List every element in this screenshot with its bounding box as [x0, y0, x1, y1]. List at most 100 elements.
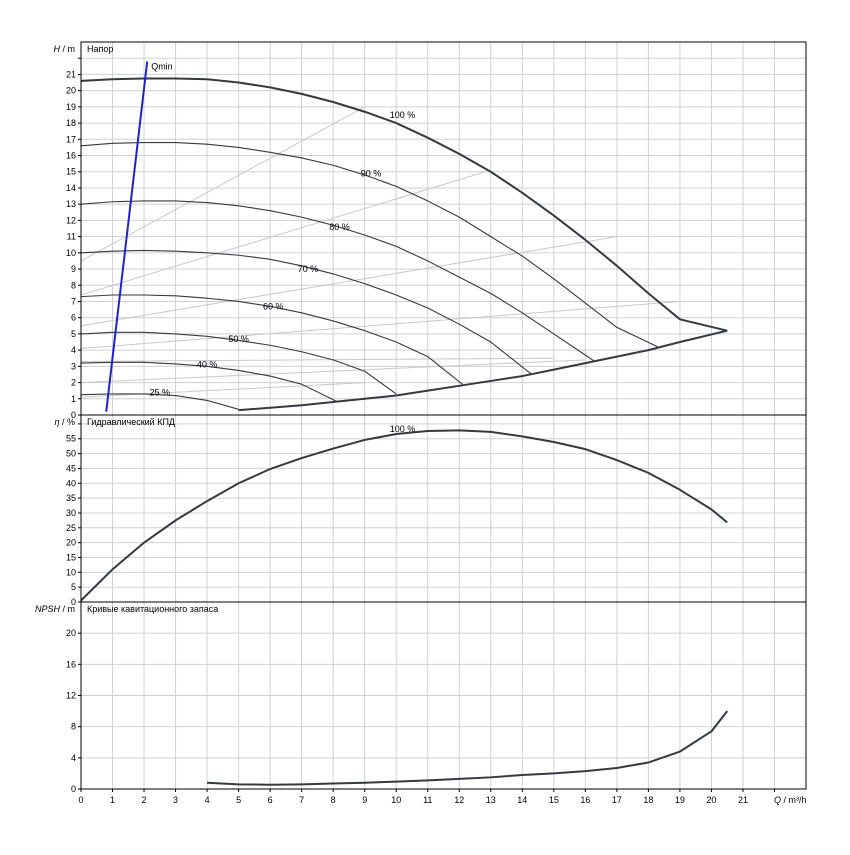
head-curve-label: 70 %	[298, 264, 319, 274]
xtick-label: 13	[486, 795, 496, 805]
xtick-label: 18	[643, 795, 653, 805]
iso-efficiency-line	[80, 169, 491, 296]
qmin-label: Qmin	[151, 61, 173, 71]
head-curve	[80, 361, 337, 402]
x-axis-unit: / m³/h	[781, 795, 807, 805]
head-curve-label: 50 %	[228, 334, 249, 344]
head-ytick-label: 1	[71, 394, 76, 404]
npsh-ylabel: NPSH / m	[35, 604, 75, 614]
x-axis-symbol: Q	[774, 795, 781, 805]
head-curve	[80, 77, 728, 332]
head-ytick-label: 4	[71, 345, 76, 355]
xtick-label: 11	[423, 795, 432, 805]
xtick-label: 3	[173, 795, 178, 805]
iso-efficiency-line	[80, 300, 680, 350]
xtick-label: 4	[205, 795, 210, 805]
efficiency-ytick-label: 40	[66, 478, 76, 488]
head-ytick-label: 8	[71, 280, 76, 290]
efficiency-curve-label: 100 %	[390, 424, 416, 434]
head-curve	[80, 200, 596, 362]
head-ytick-label: 5	[71, 329, 76, 339]
head-ytick-label: 10	[66, 248, 76, 258]
head-ytick-label: 20	[66, 86, 76, 96]
iso-efficiency-line	[80, 236, 617, 327]
head-ytick-label: 17	[66, 134, 76, 144]
head-ytick-label: 12	[66, 215, 76, 225]
npsh-ylabel-unit: / m	[60, 604, 75, 614]
head-ytick-label: 11	[67, 232, 76, 242]
efficiency-ytick-label: 25	[66, 523, 76, 533]
head-ytick-label: 0	[71, 410, 76, 420]
head-curve	[80, 331, 397, 395]
xtick-label: 17	[612, 795, 622, 805]
curve-layer	[80, 61, 728, 786]
npsh-ytick-label: 20	[66, 628, 76, 638]
head-ytick-label: 18	[66, 118, 76, 128]
npsh-ytick-label: 0	[71, 784, 76, 794]
efficiency-ylabel: η / %	[54, 417, 75, 427]
npsh-ytick-label: 4	[71, 753, 76, 763]
head-ytick-label: 19	[66, 102, 76, 112]
npsh-panel-title: Кривые кавитационного запаса	[87, 604, 218, 614]
xtick-label: 5	[236, 795, 241, 805]
efficiency-ylabel-symbol: η	[54, 417, 59, 427]
efficiency-ytick-label: 5	[71, 582, 76, 592]
xtick-label: 9	[362, 795, 367, 805]
xtick-label: 14	[517, 795, 527, 805]
npsh-curve	[207, 710, 728, 786]
head-ylabel-unit: / m	[60, 44, 75, 54]
head-ytick-label: 3	[71, 361, 76, 371]
iso-efficiency-layer	[80, 106, 680, 398]
xtick-label: 2	[142, 795, 147, 805]
head-ytick-label: 7	[71, 296, 76, 306]
head-ytick-label: 13	[66, 199, 76, 209]
head-curve-label: 40 %	[197, 360, 218, 370]
xtick-label: 1	[110, 795, 115, 805]
head-ylabel: H / m	[54, 44, 76, 54]
xtick-label: 16	[580, 795, 590, 805]
efficiency-ytick-label: 10	[66, 567, 76, 577]
xtick-label: 19	[675, 795, 685, 805]
iso-efficiency-line	[80, 106, 365, 262]
xtick-label: 0	[78, 795, 83, 805]
head-curve-label: 100 %	[390, 110, 416, 120]
head-curve	[80, 249, 533, 375]
head-curve-label: 25 %	[150, 387, 171, 397]
head-curve-label: 80 %	[329, 222, 350, 232]
efficiency-ytick-label: 50	[66, 449, 76, 459]
npsh-ylabel-symbol: NPSH	[35, 604, 61, 614]
xtick-label: 15	[549, 795, 559, 805]
head-curve	[80, 294, 463, 385]
efficiency-panel-title: Гидравлический КПД	[87, 417, 175, 427]
x-axis-label: Q / m³/h	[774, 795, 807, 805]
head-ytick-label: 9	[71, 264, 76, 274]
xtick-label: 8	[331, 795, 336, 805]
xtick-label: 20	[706, 795, 716, 805]
head-ytick-label: 21	[66, 69, 76, 79]
head-ytick-label: 6	[71, 313, 76, 323]
xtick-label: 12	[454, 795, 464, 805]
head-curve	[80, 393, 239, 410]
head-panel-title: Напор	[87, 44, 113, 54]
npsh-ytick-label: 16	[66, 659, 76, 669]
iso-efficiency-line	[80, 382, 365, 398]
efficiency-ytick-label: 15	[66, 552, 76, 562]
head-curve-label: 60 %	[263, 301, 284, 311]
head-curve	[238, 329, 728, 412]
head-ylabel-symbol: H	[54, 44, 61, 54]
efficiency-ytick-label: 45	[66, 463, 76, 473]
efficiency-ylabel-unit: / %	[59, 417, 75, 427]
xtick-label: 6	[268, 795, 273, 805]
xtick-label: 10	[391, 795, 401, 805]
iso-efficiency-line	[80, 357, 554, 362]
efficiency-ytick-label: 20	[66, 538, 76, 548]
head-ytick-label: 2	[71, 378, 76, 388]
iso-efficiency-line	[80, 359, 586, 384]
efficiency-ytick-label: 30	[66, 508, 76, 518]
xtick-label: 7	[299, 795, 304, 805]
efficiency-ytick-label: 35	[66, 493, 76, 503]
qmin-line	[105, 61, 149, 412]
npsh-ytick-label: 8	[71, 722, 76, 732]
